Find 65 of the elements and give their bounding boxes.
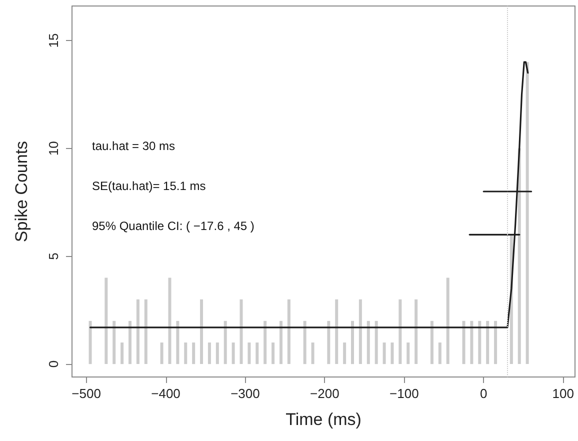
x-tick-label: 100 [552, 386, 574, 401]
bar [104, 278, 108, 364]
bar [358, 299, 362, 364]
bar [327, 320, 330, 364]
bar [136, 299, 140, 364]
bar [398, 299, 402, 364]
bar [478, 320, 482, 364]
bar [335, 299, 338, 364]
bar [438, 342, 442, 364]
bar [176, 320, 180, 364]
bar [112, 320, 116, 364]
bar [382, 342, 386, 364]
line-series [89, 61, 529, 328]
bar [462, 320, 466, 364]
bar [256, 342, 259, 364]
bar [366, 320, 370, 364]
bar [518, 148, 521, 364]
bar [279, 320, 282, 364]
bar [120, 342, 124, 364]
y-tick-label: 5 [46, 252, 61, 260]
bar [470, 320, 474, 364]
bar [264, 320, 267, 364]
bar [88, 320, 92, 364]
bar [184, 342, 188, 364]
bar [160, 342, 164, 364]
bar [374, 320, 378, 364]
bar [343, 342, 346, 364]
y-tick-label: 15 [46, 33, 61, 48]
bar [200, 299, 204, 364]
bar [232, 342, 235, 364]
bar [486, 320, 490, 364]
bar [272, 342, 275, 364]
bar [351, 320, 354, 364]
y-tick-label: 10 [46, 141, 61, 156]
annotation: 95% Quantile CI: ( −17.6 , 45 ) [92, 219, 254, 233]
bar [494, 320, 498, 364]
bar [128, 320, 132, 364]
x-tick-label: 0 [480, 386, 488, 401]
bar [311, 342, 314, 364]
bar [208, 342, 211, 364]
bar [414, 299, 418, 364]
x-tick-label: −400 [151, 386, 180, 401]
bar [240, 299, 243, 364]
bar [192, 342, 196, 364]
x-axis-title: Time (ms) [286, 410, 362, 429]
bar [248, 342, 251, 364]
x-tick-label: −100 [390, 386, 419, 401]
bar [144, 299, 148, 364]
bar [216, 342, 219, 364]
y-axis-title: Spike Counts [12, 140, 31, 242]
bar [430, 320, 434, 364]
x-tick-label: −300 [230, 386, 260, 401]
annotation: SE(tau.hat)= 15.1 ms [92, 179, 206, 193]
bar [168, 278, 172, 364]
bar [526, 62, 529, 364]
x-tick-label: −500 [72, 386, 101, 401]
annotation: tau.hat = 30 ms [92, 139, 176, 153]
bar [224, 320, 227, 364]
x-tick-label: −200 [310, 386, 340, 401]
bar [303, 320, 306, 364]
bar [287, 299, 290, 364]
y-tick-label: 0 [46, 360, 61, 368]
bar [406, 342, 410, 364]
bar [446, 278, 450, 364]
bar [390, 342, 394, 364]
